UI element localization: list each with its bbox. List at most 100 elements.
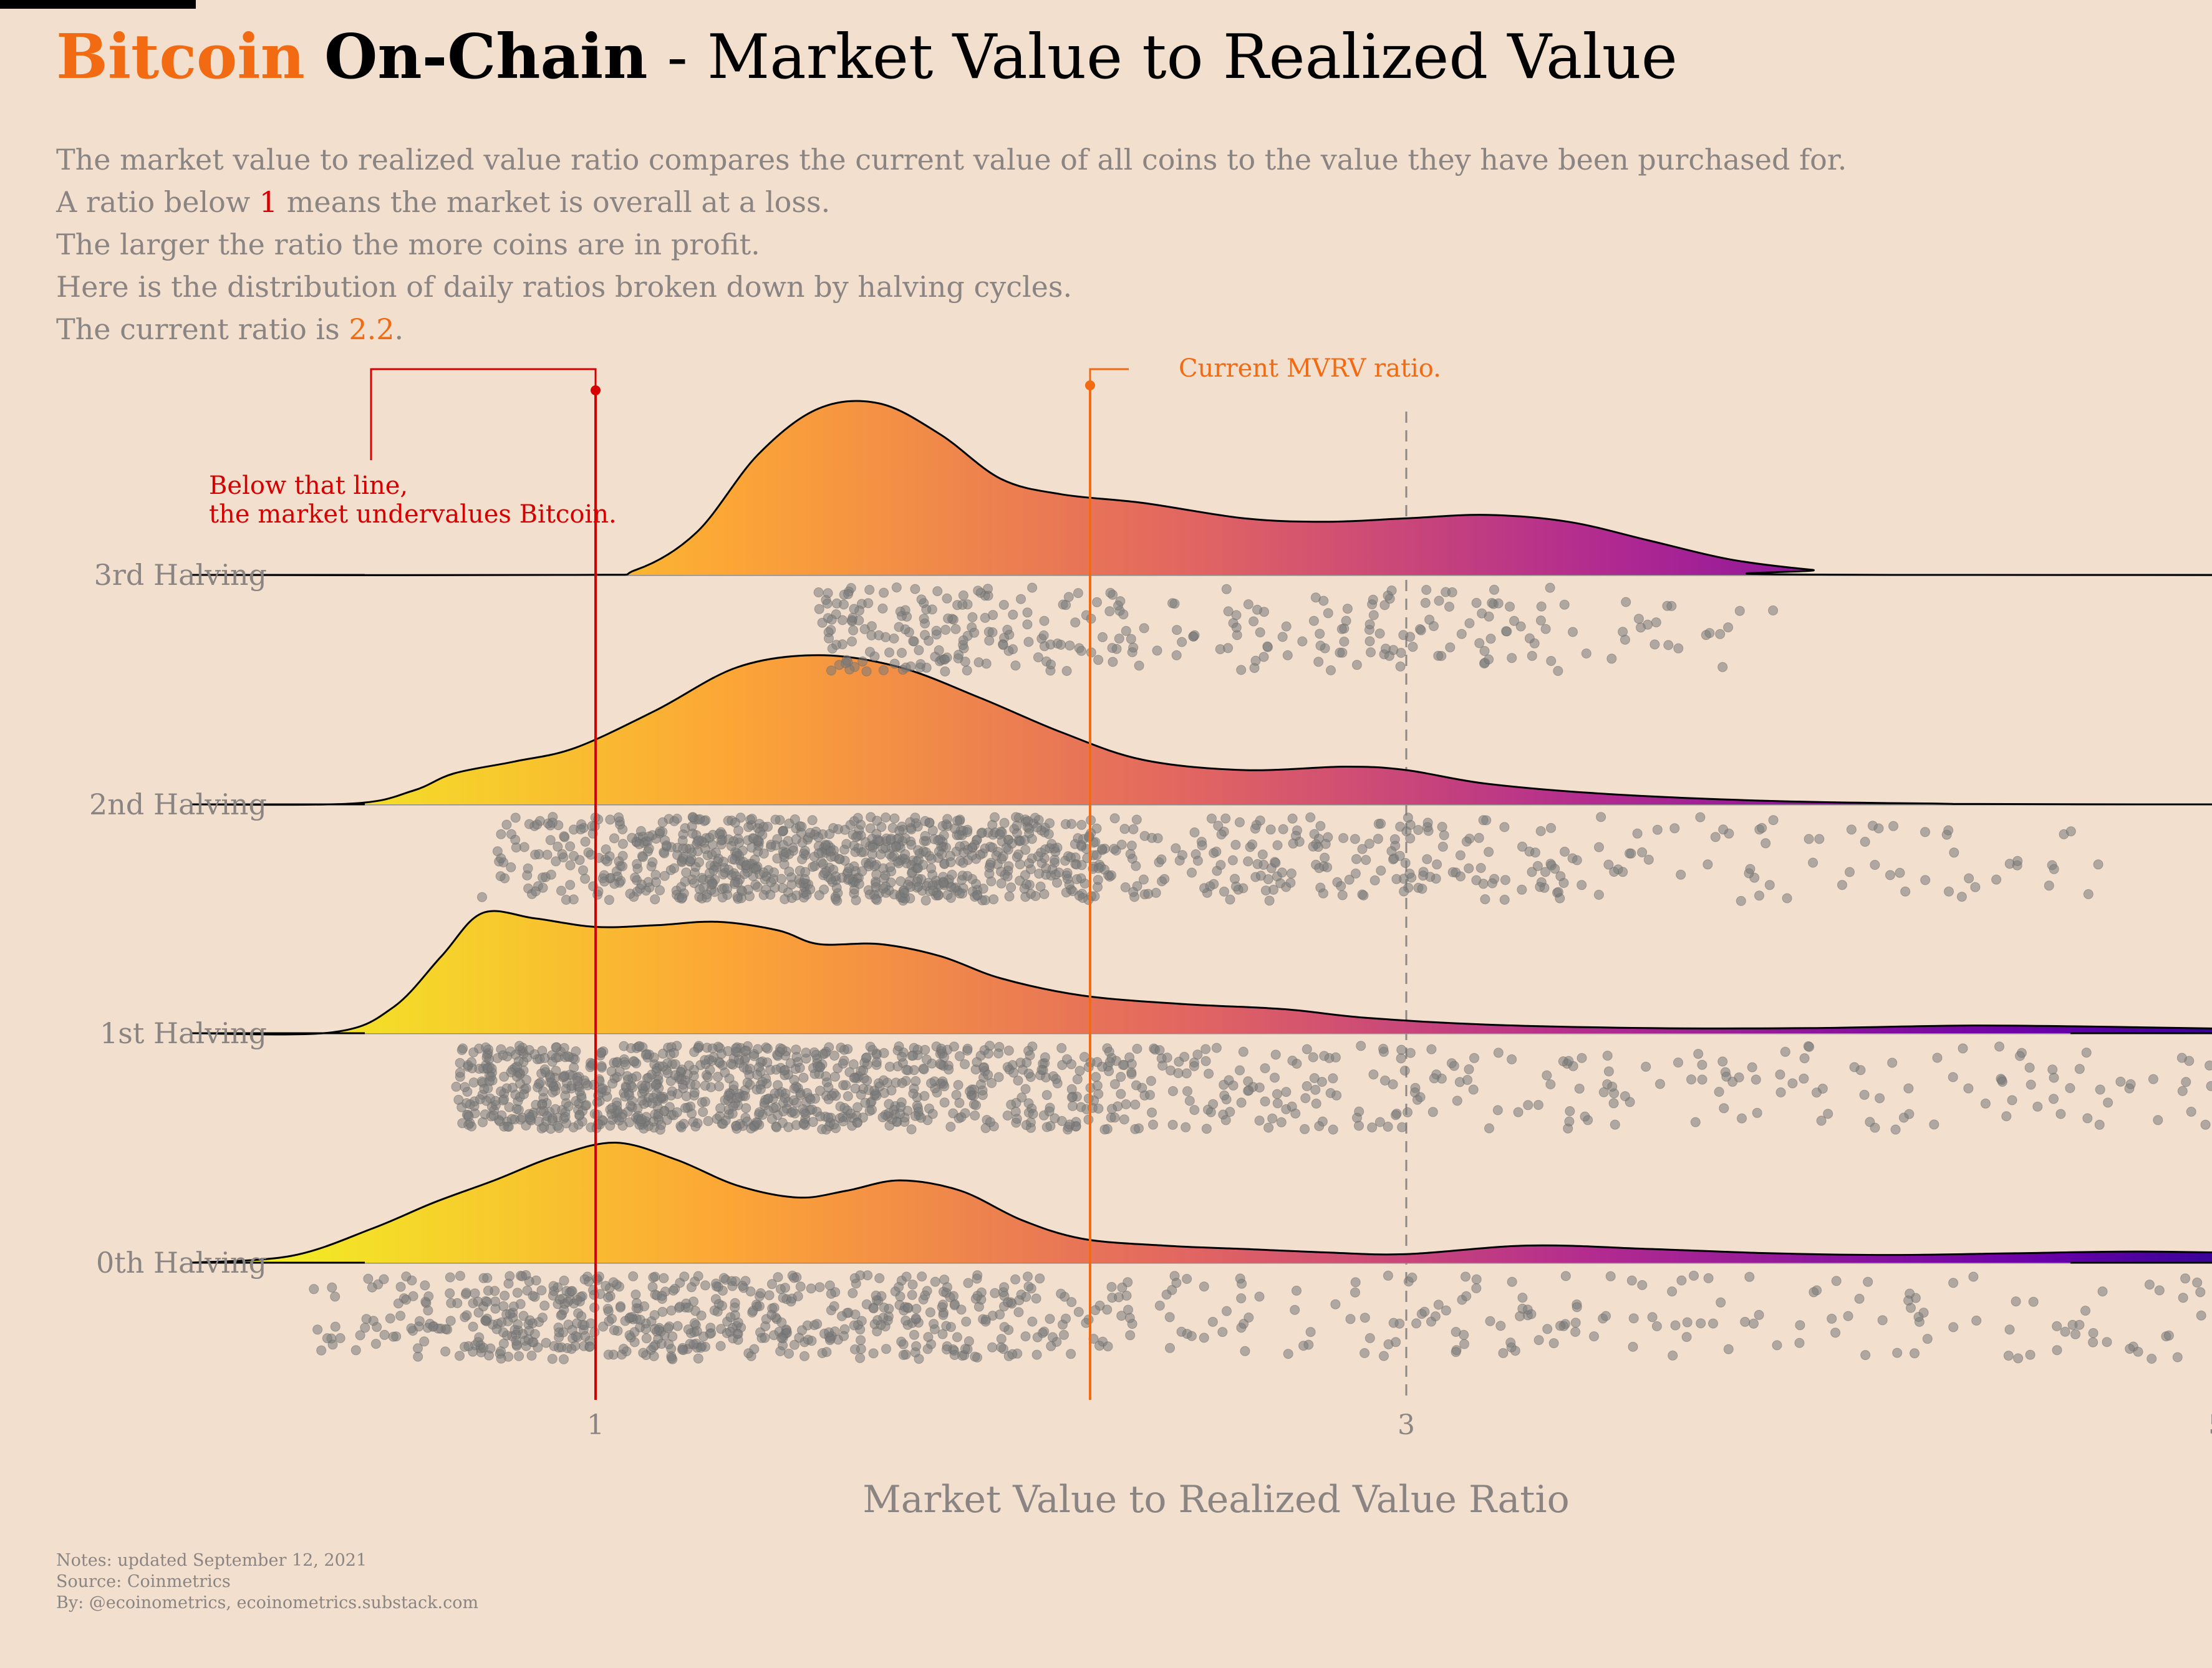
data-point — [679, 1271, 690, 1282]
data-point — [789, 1083, 799, 1094]
data-point — [1812, 1087, 1822, 1098]
data-point — [1621, 597, 1631, 607]
data-point — [1997, 1076, 2007, 1087]
data-point — [566, 1344, 577, 1354]
data-point — [1292, 1285, 1302, 1296]
data-point — [1004, 891, 1015, 902]
data-point — [884, 1303, 894, 1314]
density-outline-1st-halving — [190, 910, 2212, 1036]
data-point — [876, 849, 886, 860]
data-point — [1023, 637, 1034, 647]
description-line-5-end: . — [394, 312, 404, 346]
data-point — [1041, 863, 1051, 874]
data-point — [998, 851, 1008, 862]
data-point — [748, 1306, 758, 1316]
data-point — [551, 1042, 561, 1053]
data-point — [670, 1059, 680, 1069]
data-point — [790, 814, 800, 824]
data-point — [1021, 1291, 1031, 1302]
data-point — [659, 870, 670, 881]
data-point — [1396, 1044, 1407, 1055]
data-point — [1267, 1113, 1278, 1124]
data-point — [636, 879, 647, 890]
data-point — [1038, 630, 1049, 640]
data-point — [2103, 1097, 2113, 1108]
data-point — [1535, 615, 1546, 626]
data-point — [559, 1275, 569, 1286]
data-point — [1236, 1323, 1247, 1333]
data-point — [874, 630, 884, 640]
data-point — [906, 839, 917, 850]
data-point — [1021, 1120, 1031, 1130]
data-point — [894, 1282, 904, 1292]
data-point — [872, 816, 882, 826]
data-point — [419, 1336, 430, 1347]
data-point — [541, 1338, 551, 1348]
data-point — [967, 851, 977, 861]
data-point — [995, 829, 1005, 840]
data-point — [1517, 884, 1527, 895]
data-point — [1130, 1099, 1141, 1110]
data-point — [1090, 1305, 1101, 1316]
data-point — [929, 1319, 939, 1329]
data-point — [554, 1123, 564, 1133]
data-point — [849, 604, 859, 614]
data-point — [601, 844, 611, 855]
data-point — [805, 1094, 816, 1104]
data-point — [972, 1291, 983, 1301]
data-point — [1068, 1101, 1078, 1111]
data-point — [1171, 1278, 1182, 1288]
data-point — [631, 1071, 642, 1082]
data-point — [931, 625, 942, 636]
data-point — [1235, 1065, 1245, 1076]
row-label-1st-halving: 1st Halving — [100, 1016, 267, 1050]
annotation-layer: Below that line, the market undervalues B… — [209, 354, 1441, 529]
data-point — [1577, 1053, 1587, 1063]
data-point — [1888, 821, 1899, 831]
loss-callout-label: Below that line, the market undervalues B… — [209, 471, 617, 529]
data-point — [1131, 861, 1141, 871]
data-point — [865, 647, 875, 657]
data-point — [1027, 1041, 1038, 1052]
data-point — [1002, 625, 1013, 635]
data-point — [1555, 1321, 1565, 1331]
data-point — [482, 1296, 492, 1307]
data-point — [785, 1058, 796, 1069]
data-point — [1184, 1096, 1195, 1106]
data-point — [818, 859, 828, 869]
data-point — [563, 1297, 573, 1307]
data-point — [1751, 1074, 1761, 1085]
data-point — [1243, 856, 1253, 867]
data-point — [581, 1100, 592, 1111]
data-point — [1234, 817, 1245, 827]
data-point — [784, 1348, 794, 1359]
data-point — [1461, 836, 1472, 847]
data-point — [952, 816, 962, 826]
data-point — [1024, 828, 1035, 839]
data-point — [627, 832, 637, 843]
data-point — [1231, 610, 1242, 620]
data-point — [1895, 867, 1905, 878]
data-point — [528, 1291, 538, 1301]
data-point — [1181, 1122, 1191, 1132]
data-point — [1444, 602, 1454, 612]
data-point — [1360, 1313, 1370, 1323]
data-point — [762, 1057, 773, 1068]
data-point — [531, 1099, 541, 1110]
data-point — [335, 1333, 345, 1343]
data-point — [646, 861, 657, 872]
data-point — [1027, 582, 1038, 593]
data-point — [1652, 824, 1663, 835]
data-point — [1922, 1334, 1933, 1344]
data-point — [1104, 1057, 1115, 1067]
data-point — [1148, 1119, 1158, 1130]
data-point — [524, 1112, 535, 1122]
data-point — [499, 1094, 510, 1104]
data-point — [504, 1102, 514, 1112]
data-point — [856, 1316, 867, 1326]
data-point — [983, 1048, 993, 1059]
data-point — [881, 1344, 891, 1354]
data-point — [987, 1342, 998, 1352]
chart-description: The market value to realized value ratio… — [56, 138, 1847, 350]
data-point — [973, 657, 984, 668]
